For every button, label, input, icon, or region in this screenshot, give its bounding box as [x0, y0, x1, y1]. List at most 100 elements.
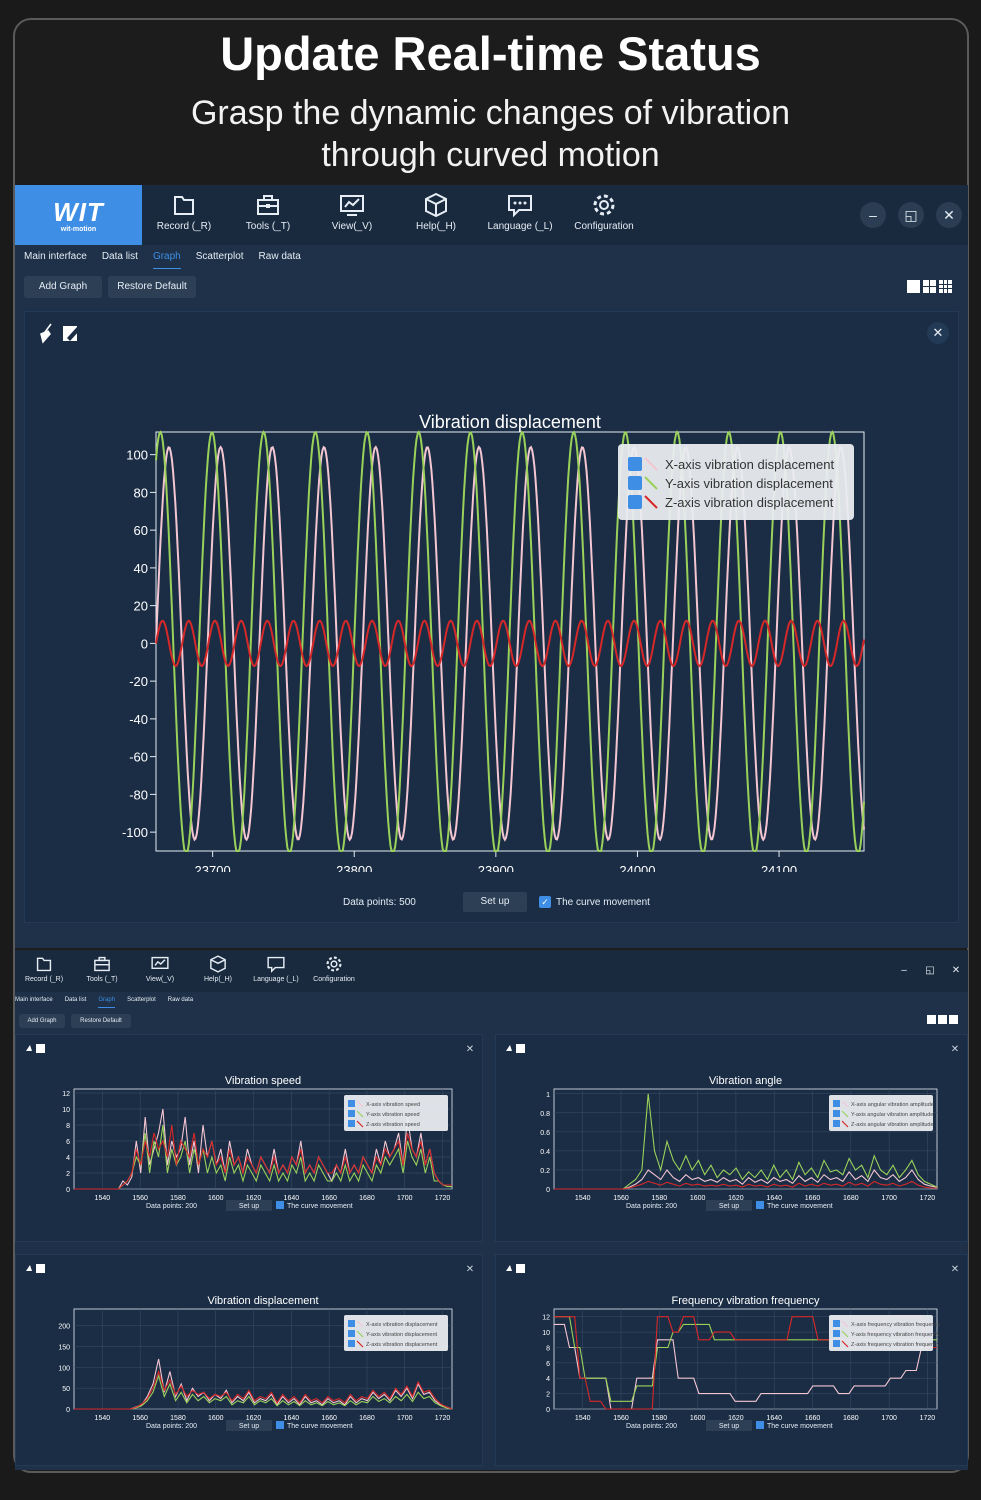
curve-movement-toggle[interactable]: ✓ The curve movement — [539, 896, 650, 908]
legend-swatch — [356, 1100, 364, 1108]
add-graph-button-small[interactable]: Add Graph — [19, 1014, 65, 1028]
help-button[interactable]: Help(_H) — [394, 191, 478, 232]
layout-grid4-icon[interactable] — [923, 280, 936, 293]
layout-grid4-icon[interactable] — [938, 1015, 947, 1024]
view-button-small[interactable]: View(_V) — [131, 954, 189, 983]
y-tick-label: -100 — [122, 825, 148, 840]
x-tick-label: 1600 — [208, 1415, 224, 1422]
legend-label: Z-axis vibration displacement — [366, 1342, 438, 1348]
record-button[interactable]: Record (_R) — [142, 191, 226, 232]
legend-swatch — [841, 1110, 849, 1118]
tools-button-small[interactable]: Tools (_T) — [73, 954, 131, 983]
app-window-main: WIT wit-motion Record (_R) Tools (_T) Vi… — [15, 185, 968, 948]
y-tick-label: 0 — [141, 636, 148, 651]
tools-button[interactable]: Tools (_T) — [226, 191, 310, 232]
restore-button-small[interactable]: ◱ — [925, 965, 935, 976]
y-tick-label: 0 — [66, 1407, 70, 1414]
chart-title: Vibration speed — [225, 1075, 301, 1087]
layout-grid9-icon[interactable] — [949, 1015, 958, 1024]
legend-box — [829, 1095, 933, 1131]
data-points-label: Data points: 200 — [626, 1423, 677, 1430]
tab-graph-small[interactable]: Graph — [98, 992, 116, 1008]
y-tick-label: 12 — [62, 1091, 70, 1098]
tab-scatterplot-small[interactable]: Scatterplot — [127, 997, 156, 1003]
panel-close-icon: ✕ — [951, 1264, 959, 1275]
restore-default-button[interactable]: Restore Default — [108, 276, 196, 298]
edit-icon[interactable] — [63, 326, 80, 341]
set-up-button — [226, 1420, 272, 1431]
tab-raw-data[interactable]: Raw data — [258, 251, 301, 262]
tab-main-interface-small[interactable]: Main interface — [15, 997, 53, 1003]
panel-close-icon: ✕ — [951, 1044, 959, 1055]
panel-tools — [26, 1264, 45, 1273]
x-tick-label: 1620 — [246, 1195, 262, 1202]
x-tick-label: 1720 — [920, 1415, 936, 1422]
series-line-1 — [155, 445, 865, 842]
legend: X-axis vibration speed Y-axis vibration s… — [344, 1095, 448, 1131]
add-graph-button[interactable]: Add Graph — [24, 276, 102, 298]
restore-default-button-small[interactable]: Restore Default — [71, 1014, 131, 1028]
language-button-small[interactable]: Language (_L) — [247, 954, 305, 983]
x-tick-label: 1660 — [805, 1415, 821, 1422]
x-tick-label: 1660 — [805, 1195, 821, 1202]
tab-scatterplot[interactable]: Scatterplot — [195, 251, 244, 262]
tab-main-interface[interactable]: Main interface — [24, 251, 87, 262]
panel-tools — [506, 1044, 525, 1053]
record-label: Record (_R) — [156, 221, 212, 232]
tab-data-list-small[interactable]: Data list — [64, 997, 87, 1003]
language-button[interactable]: Language (_L) — [478, 191, 562, 232]
restore-button[interactable]: ◱ — [898, 202, 924, 228]
graph-panel-main: ✕ Vibration displacement 100 80 60 40 20 0 -20 -… — [24, 311, 959, 923]
tab-data-list[interactable]: Data list — [101, 251, 138, 262]
edit-icon — [516, 1044, 525, 1053]
cube-icon — [210, 955, 226, 973]
legend-label: Y-axis vibration displacement — [665, 476, 833, 491]
close-button-small[interactable]: ✕ — [951, 965, 961, 976]
configuration-button-small[interactable]: Configuration — [305, 954, 363, 983]
legend-label: Y-axis angular vibration amplitude — [851, 1112, 933, 1118]
checkbox-checked-icon[interactable]: ✓ — [539, 896, 551, 908]
set-up-button[interactable]: Set up — [463, 892, 527, 912]
y-tick-label: 100 — [126, 448, 148, 463]
legend: X-axis frequency vibration frequency Y-ax… — [829, 1315, 940, 1351]
panel-close-button[interactable]: ✕ — [927, 322, 949, 344]
y-tick-label: 150 — [58, 1345, 70, 1352]
edit-icon — [36, 1044, 45, 1053]
view-button[interactable]: View(_V) — [310, 191, 394, 232]
tab-graph[interactable]: Graph — [152, 245, 181, 269]
record-button-small[interactable]: Record (_R) — [15, 954, 73, 983]
y-tick-label: 100 — [58, 1365, 70, 1372]
layout-single-icon[interactable] — [927, 1015, 936, 1024]
hero-subtitle-line2: through curved motion — [321, 136, 660, 174]
legend-swatch — [356, 1330, 364, 1338]
panel-close-icon: ✕ — [466, 1044, 474, 1055]
minimize-button[interactable]: – — [860, 202, 886, 228]
configuration-label: Configuration — [574, 221, 634, 232]
toolbar: WIT wit-motion Record (_R) Tools (_T) Vi… — [15, 185, 968, 245]
toolbox-icon — [257, 195, 279, 215]
x-tick-label: 1620 — [728, 1195, 744, 1202]
legend-checkbox — [628, 495, 642, 509]
layout-single-icon[interactable] — [907, 280, 920, 293]
graph-panel-angle: ✕ Vibration angle 1 0.8 0.6 0.4 0.2 0 1540 1560 15… — [495, 1034, 968, 1242]
panel-tools — [506, 1264, 525, 1273]
y-tick-label: -40 — [129, 712, 148, 727]
configuration-button[interactable]: Configuration — [562, 191, 646, 232]
logo-subtext: wit-motion — [60, 226, 97, 233]
chart-title: Vibration displacement — [207, 1295, 318, 1307]
tab-raw-data-small[interactable]: Raw data — [167, 997, 194, 1003]
legend-label: Z-axis frequency vibration frequency — [851, 1342, 940, 1348]
minimize-button-small[interactable]: – — [901, 965, 907, 976]
series-line-3 — [74, 1124, 452, 1190]
help-button-small[interactable]: Help(_H) — [189, 954, 247, 983]
legend-label: X-axis vibration displacement — [366, 1322, 438, 1328]
y-tick-label: 60 — [134, 523, 148, 538]
broom-icon[interactable] — [40, 323, 52, 344]
tools-label: Tools (_T) — [245, 221, 291, 232]
y-tick-label: 6 — [66, 1139, 70, 1146]
layout-switcher-small — [927, 1015, 958, 1024]
legend-swatch — [644, 457, 658, 471]
y-tick-label: 0 — [546, 1407, 550, 1414]
layout-grid9-icon[interactable] — [939, 280, 952, 293]
close-button[interactable]: ✕ — [936, 202, 962, 228]
